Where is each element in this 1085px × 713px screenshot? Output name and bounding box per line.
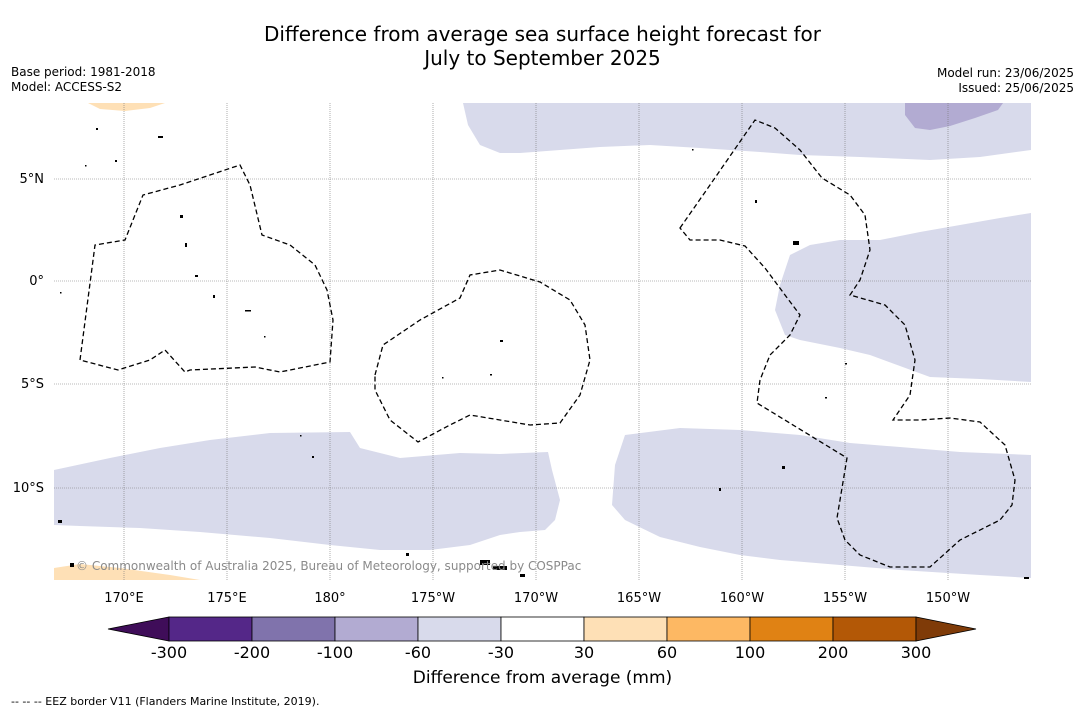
island [845,363,847,365]
island [520,574,525,577]
latitude-label: 0° [29,274,44,289]
anomaly-region-north [463,103,1031,160]
colorbar-tick-label: 100 [734,643,766,662]
title-line-1: Difference from average sea surface heig… [263,22,822,46]
colorbar-tick-label: 30 [573,643,595,662]
meta-right: Model run: 23/06/2025 Issued: 25/06/2025 [937,66,1074,96]
longitude-label: 155°W [823,591,867,606]
eez-border-line-islands [679,119,1016,568]
island [180,215,183,218]
base-period: Base period: 1981-2018 [11,65,156,79]
anomaly-region-northeast-strong [905,103,1003,130]
anomaly-region-east [775,213,1031,382]
colorbar-segment [168,616,253,642]
island [60,292,62,294]
colorbar-segment [666,616,751,642]
title-line-2: July to September 2025 [424,46,661,70]
island [85,165,87,167]
island [185,243,187,247]
model-name: Model: ACCESS-S2 [11,80,123,94]
graticule [54,103,1031,580]
eez-footnote: -- -- -- EEZ border V11 (Flanders Marine… [11,695,320,708]
island [719,488,721,491]
anomaly-region-south-west [54,432,560,550]
colorbar-tick-label: -100 [316,643,354,662]
positive-anomaly-bottom-left [54,564,200,580]
positive-anomaly-top-left [88,103,165,111]
copyright-notice: © Commonwealth of Australia 2025, Bureau… [76,559,581,573]
island [500,340,503,342]
colorbar-segment [749,616,834,642]
island [245,310,251,312]
island [442,377,444,379]
island [793,241,799,245]
colorbar-tick-label: 200 [817,643,849,662]
longitude-label: 175°W [411,591,455,606]
latitude-label: 5°N [20,172,45,187]
meta-left: Base period: 1981-2018 Model: ACCESS-S2 [11,65,156,95]
island [755,200,757,203]
colorbar-tick-label: -30 [487,643,515,662]
colorbar-under-arrow [107,616,170,642]
island [213,295,215,298]
island [158,136,163,138]
longitude-label: 180° [314,591,345,606]
colorbar [107,616,977,642]
island [480,560,490,565]
colorbar-tick-label: -200 [233,643,271,662]
longitude-label: 170°E [104,591,144,606]
eez-border-tuvalu-kiribati-west [79,164,334,373]
island [490,374,492,376]
colorbar-segment [583,616,668,642]
eez-borders [79,119,1016,568]
latitude-label: 5°S [21,377,44,392]
island [96,128,98,130]
island [264,336,266,338]
island [115,160,117,162]
islands [58,128,1029,579]
island [692,149,694,151]
island [70,563,74,567]
colorbar-label: Difference from average (mm) [412,668,673,688]
colorbar-segment [334,616,419,642]
latitude-labels: 5°N 0° 5°S 10°S [13,172,44,496]
latitude-label: 10°S [13,481,44,496]
island [312,456,314,458]
colorbar-tick-label: -60 [404,643,432,662]
longitude-label: 160°W [720,591,764,606]
island [825,397,827,399]
longitude-label: 175°E [207,591,247,606]
longitude-labels: 170°E 175°E 180° 175°W 170°W 165°W 160°W 155°W 1… [104,591,970,606]
island [406,553,409,556]
colorbar-segment [417,616,502,642]
colorbar-tick-label: 60 [656,643,678,662]
colorbar-tick-label: 300 [900,643,932,662]
eez-border-phoenix-islands [374,269,591,443]
map-plot-area: © Commonwealth of Australia 2025, Bureau… [54,103,1031,580]
map-title: Difference from average sea surface heig… [0,22,1085,70]
island [300,435,302,437]
anomaly-region-south-east [612,428,1031,578]
colorbar-segment [251,616,336,642]
colorbar-over-arrow [915,616,977,642]
longitude-label: 170°W [514,591,558,606]
issued-date: Issued: 25/06/2025 [958,81,1074,95]
colorbar-segment [832,616,917,642]
longitude-label: 150°W [926,591,970,606]
island [195,275,198,277]
island [493,566,507,570]
longitude-label: 165°W [617,591,661,606]
island [58,520,62,523]
island [782,466,785,469]
island [1024,577,1029,579]
colorbar-segment [500,616,585,642]
model-run: Model run: 23/06/2025 [936,66,1074,80]
colorbar-tick-label: -300 [150,643,188,662]
